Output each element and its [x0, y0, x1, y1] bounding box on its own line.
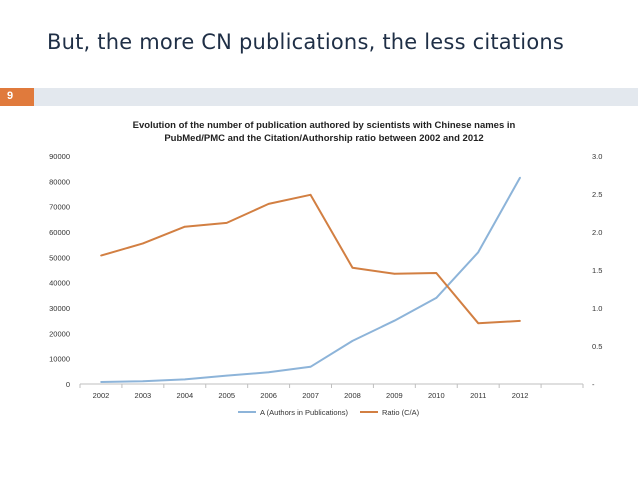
x-tick-label: 2003: [135, 391, 152, 400]
chart-axes: [79, 383, 584, 388]
chart-title: Evolution of the number of publication a…: [133, 120, 516, 144]
data-point: [309, 365, 312, 368]
data-point: [100, 381, 102, 383]
data-point: [351, 340, 354, 342]
data-point: [142, 380, 144, 383]
left-tick-label: 30000: [49, 304, 70, 313]
x-tick-label: 2012: [512, 391, 529, 400]
data-point: [477, 251, 480, 254]
slide-title: But, the more CN publications, the less …: [47, 30, 565, 54]
left-tick-label: 0: [66, 380, 70, 389]
x-tick-label: 2004: [176, 391, 193, 400]
left-tick-label: 60000: [49, 228, 70, 237]
data-point: [267, 203, 270, 205]
left-tick-label: 40000: [49, 279, 70, 288]
legend: A (Authors in Publications) Ratio (C/A): [238, 408, 420, 417]
right-tick-label: 1.5: [592, 266, 602, 275]
x-tick-label: 2011: [470, 391, 486, 400]
x-tick-label: 2007: [302, 391, 319, 400]
x-tick-label: 2006: [260, 391, 277, 400]
data-point: [183, 378, 186, 381]
series-line-authors: [100, 177, 521, 383]
left-tick-label: 90000: [49, 152, 70, 161]
left-tick-label: 50000: [49, 253, 70, 262]
data-point: [309, 193, 312, 196]
data-point: [393, 273, 396, 275]
x-axis-ticks: 2002 2003 2004 2005 2006 2007 2008 2009 2010 2011…: [93, 391, 529, 400]
data-point: [225, 374, 228, 377]
data-point: [142, 242, 144, 245]
right-tick-label: 3.0: [592, 152, 602, 161]
data-point: [477, 322, 480, 325]
data-point: [435, 297, 438, 299]
right-tick-label: 1.0: [592, 304, 602, 313]
left-tick-label: 80000: [49, 177, 70, 186]
left-tick-label: 20000: [49, 329, 70, 338]
right-tick-label: 2.0: [592, 228, 602, 237]
data-point: [519, 320, 521, 322]
x-tick-label: 2002: [93, 391, 110, 400]
page-number-box: [0, 88, 34, 106]
right-tick-label: 2.5: [592, 190, 602, 199]
x-tick-label: 2005: [218, 391, 235, 400]
right-tick-label: 0.5: [592, 342, 602, 351]
left-tick-label: 70000: [49, 203, 70, 212]
x-tick-label: 2009: [386, 391, 403, 400]
x-tick-label: 2010: [428, 391, 445, 400]
right-axis-ticks: - 0.5 1.0 1.5 2.0 2.5 3.0: [592, 152, 602, 389]
left-axis-ticks: 0 10000 20000 30000 40000 50000 60000 70000 8000…: [49, 152, 70, 389]
legend-label: Ratio (C/A): [382, 408, 420, 417]
header-band: [0, 88, 638, 106]
data-point: [435, 272, 438, 274]
chart-title-line-1: PubMed/PMC and the Citation/Authorship r…: [164, 133, 483, 144]
data-point: [267, 371, 270, 374]
data-point: [183, 225, 186, 228]
data-point: [519, 176, 521, 179]
chart-title-line-0: Evolution of the number of publication a…: [133, 120, 516, 131]
right-tick-label: -: [592, 380, 595, 389]
series-line-ratio: [100, 193, 521, 325]
data-point: [225, 222, 228, 224]
page-number: 9: [7, 90, 14, 102]
legend-label: A (Authors in Publications): [260, 408, 348, 417]
series-lines: [100, 176, 521, 383]
left-tick-label: 10000: [49, 355, 70, 364]
x-tick-label: 2008: [344, 391, 361, 400]
data-point: [100, 254, 102, 257]
data-point: [351, 266, 354, 269]
data-point: [393, 319, 396, 322]
